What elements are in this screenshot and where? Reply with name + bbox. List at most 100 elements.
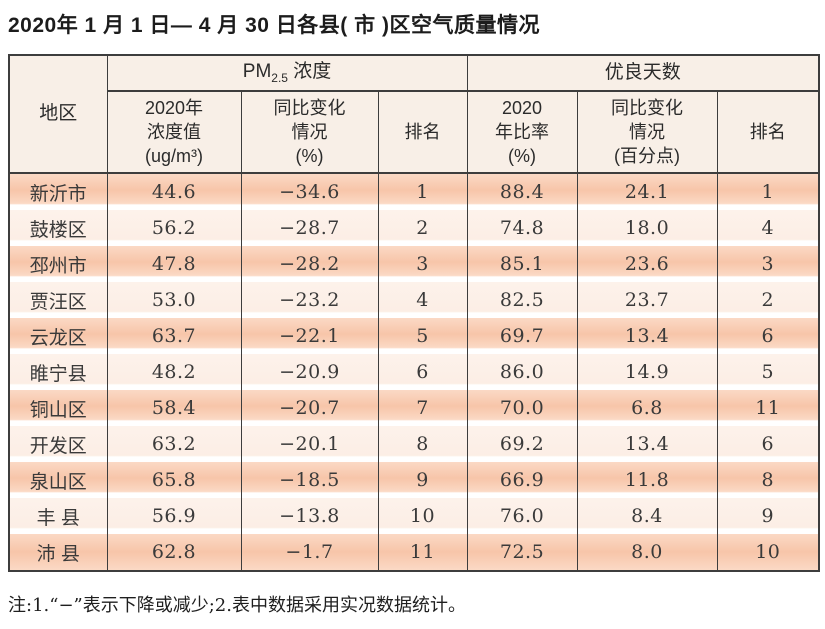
good-change-cell: 23.7 xyxy=(576,282,718,318)
column-group-pm25: PM2.5 浓度 xyxy=(106,55,468,92)
pm25-value-cell: 47.8 xyxy=(106,246,242,282)
table-row: 云龙区 63.7 −22.1 5 69.7 13.4 6 xyxy=(8,318,820,354)
pm25-rank-cell: 11 xyxy=(377,534,468,571)
pm25-change-cell: −13.8 xyxy=(240,498,379,534)
region-cell: 开发区 xyxy=(8,426,108,462)
column-header-pm25-rank: 排名 xyxy=(377,91,468,174)
region-cell: 贾汪区 xyxy=(8,282,108,318)
pm25-value-cell: 56.2 xyxy=(106,210,242,246)
good-change-cell: 14.9 xyxy=(576,354,718,390)
air-quality-table: 地区 PM2.5 浓度 优良天数 2020年 浓度值 (ug/m³) 同比变化 … xyxy=(8,54,821,572)
table-row: 开发区 63.2 −20.1 8 69.2 13.4 6 xyxy=(8,426,820,462)
column-header-pm25-change: 同比变化 情况 (%) xyxy=(240,91,379,174)
good-ratio-cell: 66.9 xyxy=(466,462,578,498)
good-rank-cell: 2 xyxy=(716,282,820,318)
pm25-change-cell: −28.2 xyxy=(240,246,379,282)
table-row: 沛 县 62.8 −1.7 11 72.5 8.0 10 xyxy=(8,534,820,571)
table-row: 泉山区 65.8 −18.5 9 66.9 11.8 8 xyxy=(8,462,820,498)
region-cell: 丰 县 xyxy=(8,498,108,534)
pm25-value-cell: 65.8 xyxy=(106,462,242,498)
good-ratio-cell: 85.1 xyxy=(466,246,578,282)
column-header-region: 地区 xyxy=(8,55,108,174)
region-cell: 沛 县 xyxy=(8,534,108,571)
good-ratio-cell: 88.4 xyxy=(466,173,578,210)
pm25-change-cell: −18.5 xyxy=(240,462,379,498)
good-rank-cell: 6 xyxy=(716,426,820,462)
pm25-change-cell: −20.7 xyxy=(240,390,379,426)
good-rank-cell: 6 xyxy=(716,318,820,354)
good-ratio-cell: 69.2 xyxy=(466,426,578,462)
pm25-rank-cell: 1 xyxy=(377,173,468,210)
pm25-rank-cell: 4 xyxy=(377,282,468,318)
table-row: 鼓楼区 56.2 −28.7 2 74.8 18.0 4 xyxy=(8,210,820,246)
pm25-value-cell: 58.4 xyxy=(106,390,242,426)
pm25-rank-cell: 10 xyxy=(377,498,468,534)
table-row: 铜山区 58.4 −20.7 7 70.0 6.8 11 xyxy=(8,390,820,426)
good-ratio-cell: 69.7 xyxy=(466,318,578,354)
pm25-value-cell: 53.0 xyxy=(106,282,242,318)
pm25-change-cell: −20.9 xyxy=(240,354,379,390)
pm25-rank-cell: 3 xyxy=(377,246,468,282)
pm25-change-cell: −28.7 xyxy=(240,210,379,246)
good-rank-cell: 1 xyxy=(716,173,820,210)
region-cell: 邳州市 xyxy=(8,246,108,282)
region-cell: 铜山区 xyxy=(8,390,108,426)
good-change-cell: 8.0 xyxy=(576,534,718,571)
good-change-cell: 8.4 xyxy=(576,498,718,534)
pm25-change-cell: −1.7 xyxy=(240,534,379,571)
good-rank-cell: 4 xyxy=(716,210,820,246)
good-rank-cell: 10 xyxy=(716,534,820,571)
good-ratio-cell: 70.0 xyxy=(466,390,578,426)
good-rank-cell: 11 xyxy=(716,390,820,426)
footnote: 注:1.“−”表示下降或减少;2.表中数据采用实况数据统计。 xyxy=(8,595,466,616)
pm25-change-cell: −23.2 xyxy=(240,282,379,318)
good-change-cell: 24.1 xyxy=(576,173,718,210)
header-sub-row: 2020年 浓度值 (ug/m³) 同比变化 情况 (%) 排名 2020 年比… xyxy=(9,91,820,174)
pm25-rank-cell: 8 xyxy=(377,426,468,462)
pm25-rank-cell: 6 xyxy=(377,354,468,390)
column-header-pm25-value: 2020年 浓度值 (ug/m³) xyxy=(106,91,242,174)
column-header-good-change: 同比变化 情况 (百分点) xyxy=(576,91,718,174)
page-title: 2020年 1 月 1 日— 4 月 30 日各县( 市 )区空气质量情况 xyxy=(8,14,540,37)
good-ratio-cell: 74.8 xyxy=(466,210,578,246)
region-cell: 睢宁县 xyxy=(8,354,108,390)
pm25-rank-cell: 2 xyxy=(377,210,468,246)
pm25-change-cell: −20.1 xyxy=(240,426,379,462)
table-row: 新沂市 44.6 −34.6 1 88.4 24.1 1 xyxy=(8,173,820,210)
good-change-cell: 11.8 xyxy=(576,462,718,498)
pm25-subscript: 2.5 xyxy=(271,71,288,86)
good-ratio-cell: 72.5 xyxy=(466,534,578,571)
column-group-good-days: 优良天数 xyxy=(466,55,820,92)
region-cell: 泉山区 xyxy=(8,462,108,498)
table-header: 地区 PM2.5 浓度 优良天数 2020年 浓度值 (ug/m³) 同比变化 … xyxy=(8,55,820,174)
good-change-cell: 6.8 xyxy=(576,390,718,426)
header-group-row: 地区 PM2.5 浓度 优良天数 xyxy=(8,55,820,174)
pm25-value-cell: 63.2 xyxy=(106,426,242,462)
pm25-value-cell: 56.9 xyxy=(106,498,242,534)
good-rank-cell: 8 xyxy=(716,462,820,498)
good-rank-cell: 9 xyxy=(716,498,820,534)
good-change-cell: 18.0 xyxy=(576,210,718,246)
pm25-rank-cell: 7 xyxy=(377,390,468,426)
table-row: 睢宁县 48.2 −20.9 6 86.0 14.9 5 xyxy=(8,354,820,390)
good-rank-cell: 3 xyxy=(716,246,820,282)
pm25-label-suffix: 浓度 xyxy=(287,61,332,83)
table-row: 邳州市 47.8 −28.2 3 85.1 23.6 3 xyxy=(8,246,820,282)
good-ratio-cell: 82.5 xyxy=(466,282,578,318)
pm25-value-cell: 63.7 xyxy=(106,318,242,354)
region-cell: 新沂市 xyxy=(8,173,108,210)
pm25-rank-cell: 9 xyxy=(377,462,468,498)
pm25-change-cell: −34.6 xyxy=(240,173,379,210)
good-change-cell: 23.6 xyxy=(576,246,718,282)
table-body: 新沂市 44.6 −34.6 1 88.4 24.1 1 鼓楼区 56.2 −2… xyxy=(8,173,820,571)
pm25-value-cell: 62.8 xyxy=(106,534,242,571)
pm25-label: PM xyxy=(242,61,272,83)
region-cell: 云龙区 xyxy=(8,318,108,354)
pm25-value-cell: 48.2 xyxy=(106,354,242,390)
pm25-rank-cell: 5 xyxy=(377,318,468,354)
table-row: 丰 县 56.9 −13.8 10 76.0 8.4 9 xyxy=(8,498,820,534)
good-ratio-cell: 86.0 xyxy=(466,354,578,390)
good-rank-cell: 5 xyxy=(716,354,820,390)
column-header-good-ratio: 2020 年比率 (%) xyxy=(466,91,578,174)
column-header-good-rank: 排名 xyxy=(716,91,820,174)
